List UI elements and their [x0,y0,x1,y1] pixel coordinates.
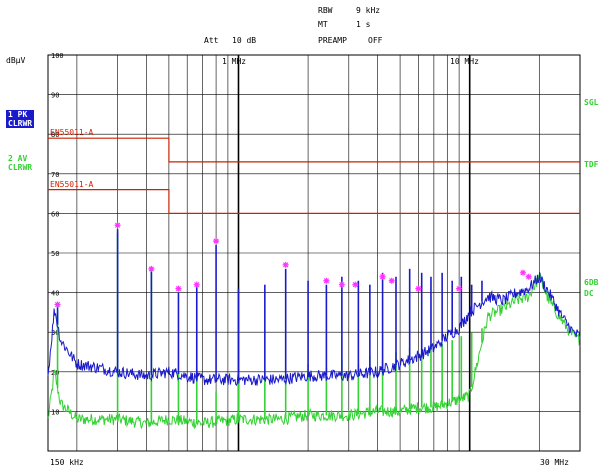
trace-2-av [47,272,581,430]
peak-marker [213,238,220,245]
peak-marker [352,281,359,288]
limit-lines [48,137,580,214]
y-tick-label: 10 [51,408,59,416]
trace2-line2: CLRWR [8,163,33,172]
y-tick-label: 60 [51,210,59,218]
traces [47,229,581,430]
trace1-line2: CLRWR [8,119,33,128]
y-tick-label: 30 [51,329,59,337]
trace1-legend[interactable]: 1 PK CLRWR [6,110,35,128]
peak-marker [175,285,182,292]
y-tick-label: 100 [51,52,64,60]
tdf-label: TDF [584,160,599,169]
preamp-value: OFF [368,36,383,45]
peak-marker [379,273,386,280]
mt-label: MT [318,20,328,29]
trace2-legend[interactable]: 2 AV CLRWR [8,154,32,172]
limit-line [48,137,580,163]
limit-upper-label: EN55011-A [50,128,94,137]
y-tick-label: 90 [51,92,59,100]
peak-marker [388,277,395,284]
sgl-label: SGL [584,98,599,107]
peak-marker [54,301,61,308]
peak-markers [54,222,532,308]
trace1-line1: 1 PK [8,110,28,119]
x-start-label: 150 kHz [50,458,84,467]
peak-marker [525,273,532,280]
peak-marker [415,285,422,292]
att-value: 10 dB [232,36,257,45]
y-tick-label: 50 [51,250,59,258]
marker-1mhz-label: 1 MHz [222,57,247,66]
dc-label: DC [584,289,594,298]
limit-line [48,189,580,214]
y-tick-label: 40 [51,290,59,298]
peak-marker [323,277,330,284]
peak-marker [193,281,200,288]
y-tick-label: 70 [51,171,59,179]
peak-marker [282,261,289,268]
peak-marker [456,285,463,292]
rbw-label: RBW [318,6,333,15]
marker-10mhz-label: 10 MHz [450,57,479,66]
peak-marker [338,281,345,288]
att-label: Att [204,36,219,45]
y-tick-label: 80 [51,131,59,139]
6db-label: 6DB [584,278,599,287]
preamp-label: PREAMP [318,36,347,45]
trace-1-pk [47,272,581,387]
peak-marker [519,269,526,276]
limit-lower-label: EN55011-A [50,180,94,189]
peak-marker [148,265,155,272]
x-stop-label: 30 MHz [540,458,569,467]
y-unit-label: dBµV [6,56,26,65]
peak-marker [114,222,121,229]
trace2-line1: 2 AV [8,154,28,163]
rbw-value: 9 kHz [356,6,381,15]
mt-value: 1 s [356,20,371,29]
